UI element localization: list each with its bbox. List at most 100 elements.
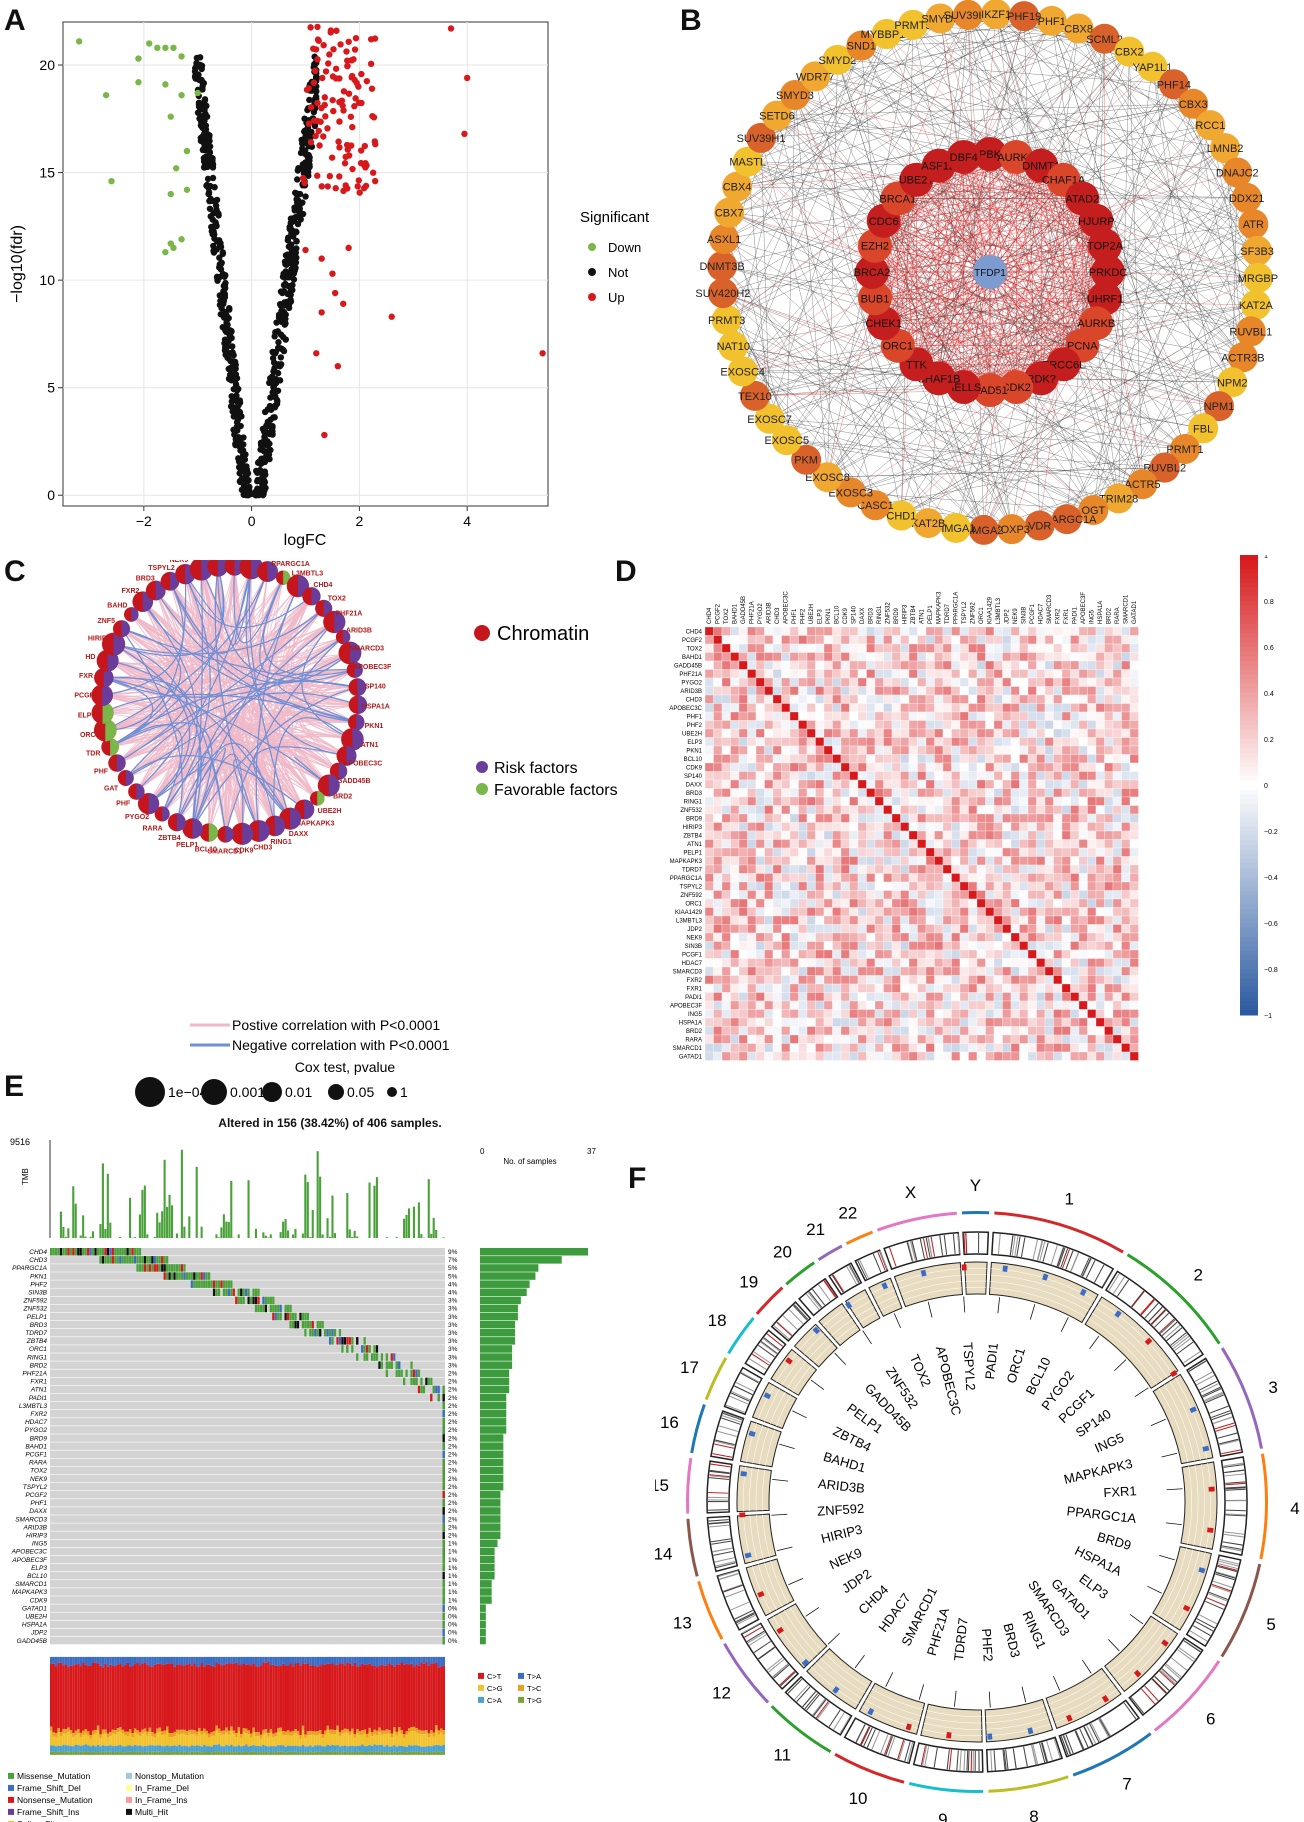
heatmap-cell: [1010, 660, 1020, 670]
heatmap-cell: [781, 881, 791, 891]
cox-size-legend: 1e−04 0.001 0.01 0.05 1: [135, 1077, 408, 1107]
heatmap-cell: [1095, 839, 1105, 849]
point-not: [279, 289, 286, 297]
heatmap-cell: [1078, 873, 1088, 883]
heatmap-cell: [789, 924, 799, 934]
heatmap-cell: [959, 813, 969, 823]
heatmap-cell: [1104, 762, 1114, 772]
edge: [724, 51, 1130, 240]
heatmap-cell: [798, 813, 808, 823]
heatmap-cell: [976, 839, 986, 849]
point-not: [206, 143, 214, 150]
col-label: KIAA1429: [988, 596, 994, 624]
point-not: [211, 198, 218, 205]
heatmap-cell: [815, 839, 825, 849]
heatmap-cell: [1121, 830, 1131, 840]
point-not: [273, 319, 280, 326]
heatmap-cell: [1053, 694, 1063, 704]
node-label: FBL: [1193, 423, 1213, 435]
heatmap-cell: [925, 754, 935, 764]
heatmap-cell: [1053, 1009, 1063, 1019]
heatmap-cell: [1027, 652, 1037, 662]
edge: [912, 24, 1258, 252]
heatmap-cell: [764, 669, 774, 679]
heatmap-cell: [713, 1000, 723, 1010]
heatmap-cell: [891, 745, 901, 755]
node: [732, 146, 763, 177]
heatmap-cell: [1044, 779, 1054, 789]
heatmap-cell: [1061, 907, 1071, 917]
heatmap-cell: [1095, 1009, 1105, 1019]
point-not: [228, 398, 236, 405]
heatmap-cell: [993, 805, 1003, 815]
node-label: GADD45B: [337, 778, 370, 785]
heatmap-cell: [840, 728, 850, 738]
heatmap-cell: [985, 643, 995, 653]
heatmap-cell: [1036, 796, 1046, 806]
edge: [1023, 15, 1226, 149]
heatmap-cell: [857, 992, 867, 1002]
heatmap-cell: [747, 762, 757, 772]
heatmap-cell: [1036, 864, 1046, 874]
heatmap-cell: [738, 652, 748, 662]
heatmap-cell: [764, 1017, 774, 1027]
heatmap-cell: [1104, 788, 1114, 798]
point-not: [293, 199, 301, 206]
heatmap-cell: [1095, 881, 1105, 891]
heatmap-cell: [704, 745, 714, 755]
heatmap-cell: [1019, 762, 1029, 772]
heatmap-cell: [840, 915, 850, 925]
node-label: RUVBL1: [1229, 326, 1272, 338]
heatmap-cell: [704, 822, 714, 832]
heatmap-cell: [747, 983, 757, 993]
heatmap-cell: [917, 992, 927, 1002]
heatmap-cell: [815, 762, 825, 772]
heatmap-cell: [942, 728, 952, 738]
edge: [837, 59, 1013, 530]
heatmap-cell: [730, 626, 740, 636]
heatmap-cell: [866, 635, 876, 645]
heatmap-cell: [815, 754, 825, 764]
heatmap-cell: [747, 1017, 757, 1027]
point-up: [342, 153, 349, 161]
heatmap-cell: [772, 660, 782, 670]
heatmap-cell: [857, 830, 867, 840]
heatmap-cell: [1010, 711, 1020, 721]
col-label: CHD4: [707, 607, 713, 624]
heatmap-cell: [900, 822, 910, 832]
heatmap-cell: [968, 839, 978, 849]
edge-negative: [217, 566, 355, 683]
heatmap-cell: [857, 788, 867, 798]
point-up: [357, 147, 365, 154]
heatmap-cell: [917, 745, 927, 755]
heatmap-cell: [942, 779, 952, 789]
heatmap-cell: [1112, 907, 1122, 917]
heatmap-cell: [942, 847, 952, 857]
point-not: [226, 371, 234, 378]
row-label: SIN3B: [685, 944, 702, 950]
node: [779, 80, 810, 111]
heatmap-cell: [789, 686, 799, 696]
node-label: CBX8: [1064, 24, 1093, 36]
point-up: [320, 41, 327, 49]
node-label: PKM: [794, 455, 818, 467]
heatmap-cell: [1027, 873, 1037, 883]
heatmap-cell: [925, 771, 935, 781]
heatmap-cell: [1070, 932, 1080, 942]
edge: [776, 115, 1256, 306]
point-up: [336, 173, 343, 180]
heatmap-cell: [789, 660, 799, 670]
heatmap-cell: [891, 873, 901, 883]
heatmap-cell: [900, 958, 910, 968]
heatmap-cell: [764, 737, 774, 747]
edge: [1051, 20, 1119, 499]
heatmap-cell: [1112, 762, 1122, 772]
heatmap-cell: [755, 941, 765, 951]
heatmap-cell: [1121, 720, 1131, 730]
heatmap-cell: [1087, 754, 1097, 764]
node-label: L3MBTL3: [292, 570, 324, 577]
heatmap-cell: [1044, 864, 1054, 874]
heatmap-cell: [976, 720, 986, 730]
edge: [886, 33, 1247, 199]
